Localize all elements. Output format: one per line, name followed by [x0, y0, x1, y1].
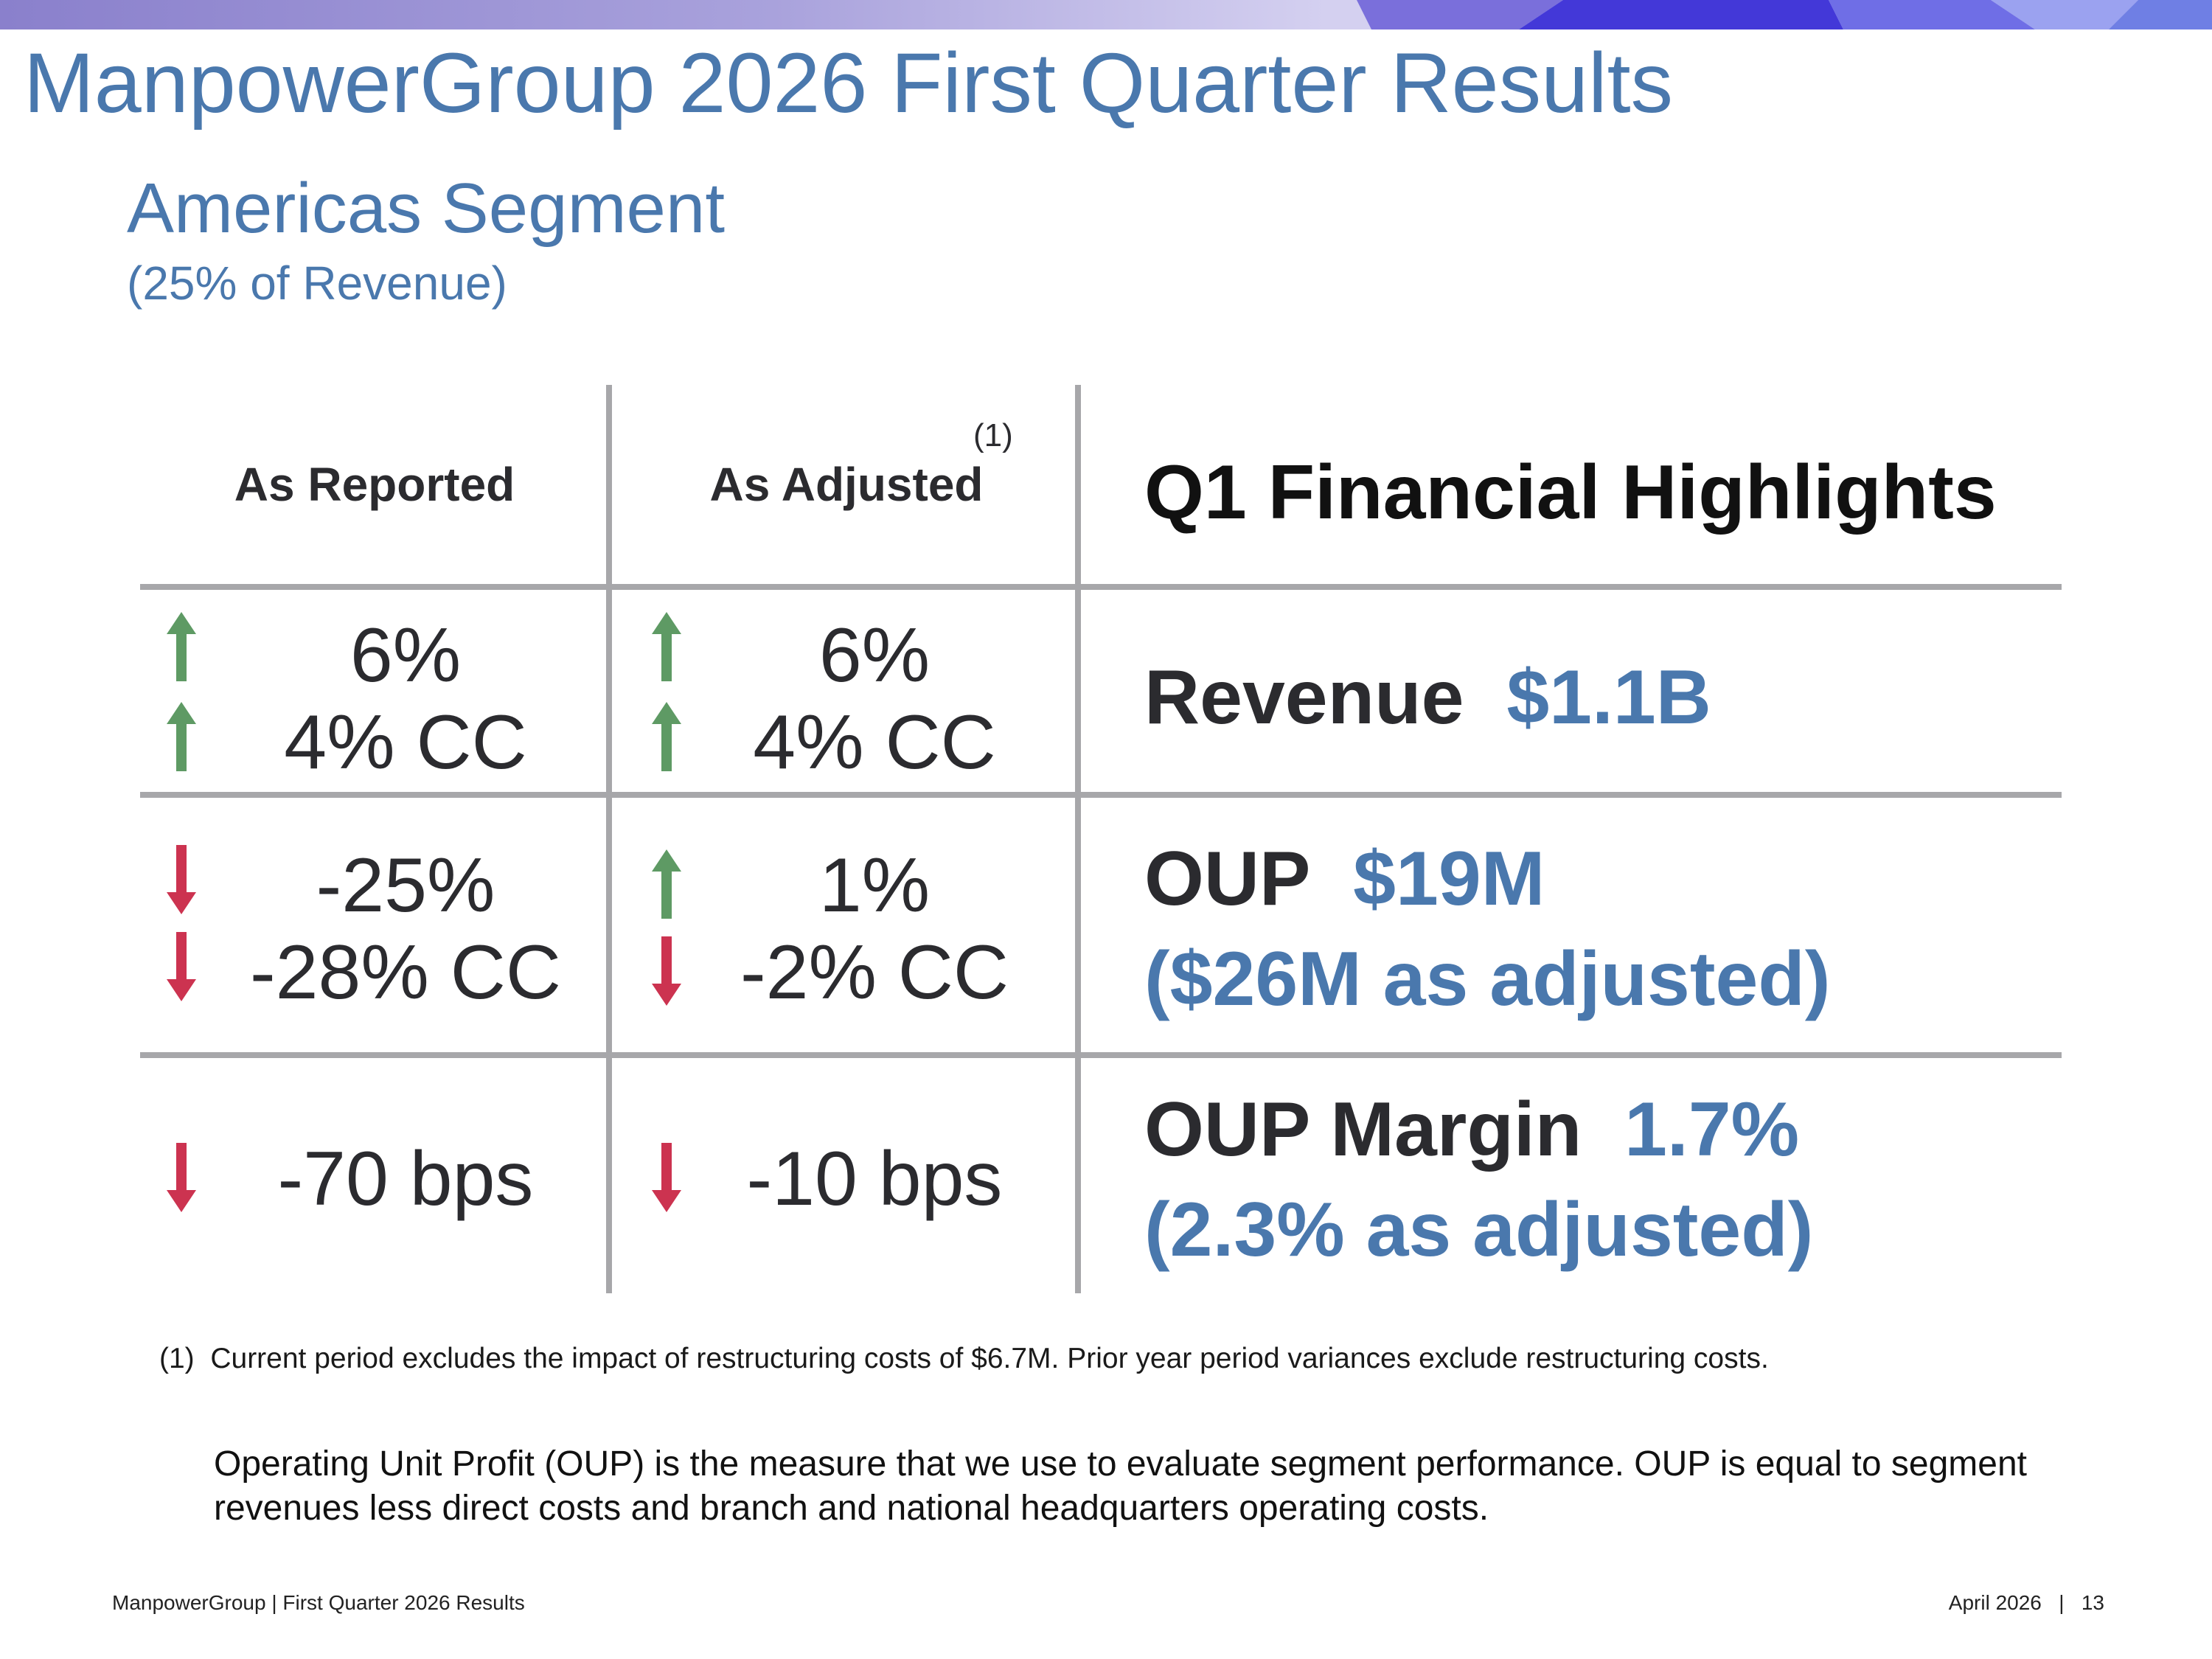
- highlight-label: OUP Margin: [1144, 1087, 1582, 1172]
- footer-date: April 2026: [1948, 1591, 2042, 1614]
- highlight-oup-margin: OUP Margin 1.7%: [1144, 1079, 1799, 1180]
- arrow-down-icon: [167, 1143, 196, 1224]
- arrow-up-icon: [167, 702, 196, 783]
- adjusted-revenue-change-cc: 4% CC: [753, 700, 996, 785]
- column-divider: [1075, 385, 1081, 1293]
- footnote: (1) Current period excludes the impact o…: [159, 1340, 1769, 1377]
- arrow-up-icon: [167, 612, 196, 693]
- header-banner: [0, 0, 2212, 29]
- highlight-oup-adjusted: ($26M as adjusted): [1144, 936, 1831, 1022]
- column-header-as-reported: As Reported: [234, 458, 515, 511]
- table-divider: [140, 792, 2062, 798]
- segment-title: Americas Segment: [127, 169, 725, 248]
- segment-subtitle: (25% of Revenue): [127, 257, 507, 310]
- adjusted-oup-change: 1%: [818, 843, 931, 928]
- arrow-up-icon: [652, 702, 681, 783]
- column-divider: [606, 385, 612, 1293]
- table-divider: [140, 584, 2062, 590]
- highlight-revenue: Revenue $1.1B: [1144, 647, 1711, 748]
- arrow-down-icon: [167, 845, 196, 926]
- footnote-text: Current period excludes the impact of re…: [210, 1343, 1769, 1374]
- arrow-up-icon: [652, 612, 681, 693]
- adjusted-oup-margin-change: -10 bps: [746, 1136, 1003, 1222]
- highlight-value: 1.7%: [1624, 1087, 1800, 1172]
- oup-definition-note: Operating Unit Profit (OUP) is the measu…: [214, 1444, 2027, 1528]
- footer-left: ManpowerGroup | First Quarter 2026 Resul…: [112, 1591, 525, 1614]
- reported-oup-margin-change: -70 bps: [277, 1136, 534, 1222]
- highlights-title: Q1 Financial Highlights: [1144, 450, 1997, 535]
- highlight-label: Revenue: [1144, 655, 1464, 740]
- highlight-label: OUP: [1144, 836, 1311, 922]
- arrow-down-icon: [652, 1143, 681, 1224]
- reported-oup-change-cc: -28% CC: [250, 930, 561, 1015]
- highlight-value: $19M: [1353, 836, 1545, 922]
- highlight-value: $1.1B: [1506, 655, 1711, 740]
- highlight-oup-margin-adjusted: (2.3% as adjusted): [1144, 1187, 1814, 1273]
- table-divider: [140, 1052, 2062, 1058]
- arrow-up-icon: [652, 849, 681, 931]
- highlight-oup: OUP $19M: [1144, 829, 1545, 929]
- footer-right: April 2026 | 13: [1949, 1591, 2104, 1615]
- footnote-reference: (1): [973, 417, 1013, 453]
- reported-revenue-change: 6%: [349, 613, 462, 698]
- page-number: 13: [2081, 1591, 2104, 1614]
- arrow-down-icon: [167, 932, 196, 1013]
- footnote-marker: (1): [159, 1343, 195, 1374]
- adjusted-revenue-change: 6%: [818, 613, 931, 698]
- column-header-as-adjusted: As Adjusted: [709, 458, 984, 511]
- reported-oup-change: -25%: [316, 843, 495, 928]
- arrow-down-icon: [652, 936, 681, 1018]
- footer-separator: |: [2059, 1591, 2065, 1614]
- adjusted-oup-change-cc: -2% CC: [740, 930, 1009, 1015]
- page-title: ManpowerGroup 2026 First Quarter Results: [24, 36, 1674, 131]
- reported-revenue-change-cc: 4% CC: [284, 700, 527, 785]
